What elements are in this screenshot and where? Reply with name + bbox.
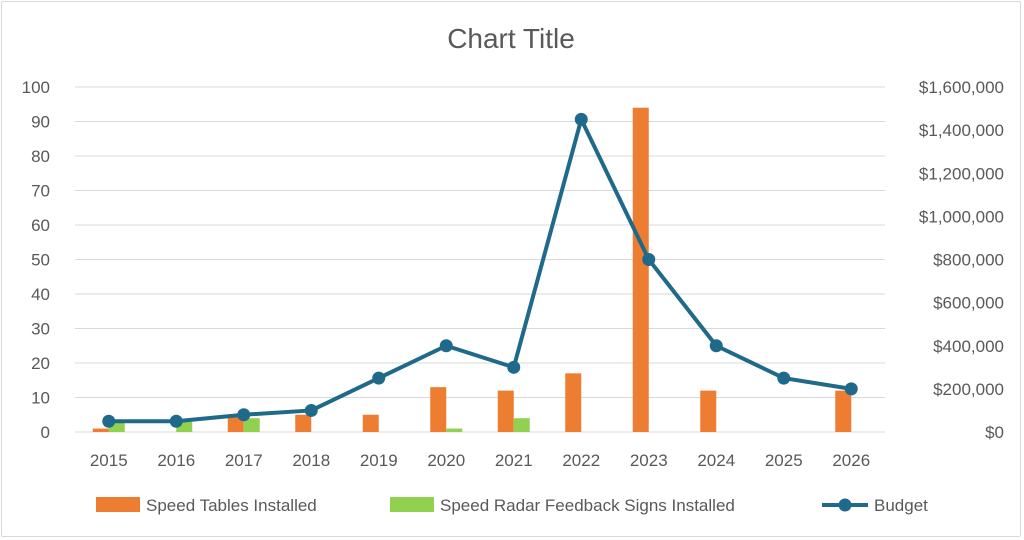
bar-0-2026	[835, 390, 852, 432]
y-left-tick-label: 90	[31, 113, 50, 132]
bar-1-2015	[108, 421, 125, 432]
y-left-tick-label: 20	[31, 354, 50, 373]
y-left-tick-label: 10	[31, 389, 50, 408]
budget-point-2019	[372, 371, 386, 385]
y-right-tick-label: $800,000	[933, 251, 1004, 270]
x-tick-label: 2024	[697, 451, 735, 470]
x-tick-label: 2017	[225, 451, 263, 470]
bar-1-2021	[513, 418, 530, 432]
x-tick-label: 2019	[360, 451, 398, 470]
y-left-tick-label: 30	[31, 320, 50, 339]
x-tick-label: 2018	[292, 451, 330, 470]
x-tick-label: 2020	[427, 451, 465, 470]
bar-0-2015	[92, 428, 109, 432]
bar-1-2020	[446, 428, 463, 432]
budget-point-2023	[642, 253, 656, 266]
legend-label-1: Speed Radar Feedback Signs Installed	[440, 496, 735, 515]
x-tick-label: 2023	[630, 451, 668, 470]
budget-point-2020	[439, 339, 453, 353]
bar-0-2022	[565, 373, 582, 432]
y-right-tick-label: $1,400,000	[919, 121, 1004, 140]
legend-label-0: Speed Tables Installed	[146, 496, 317, 515]
budget-point-2018	[304, 403, 318, 417]
bar-0-2023	[632, 107, 649, 432]
budget-point-2026	[844, 382, 858, 396]
legend-swatch-0	[96, 497, 140, 512]
x-tick-label: 2021	[495, 451, 533, 470]
chart-title: Chart Title	[447, 23, 575, 54]
budget-point-2015	[102, 414, 116, 428]
x-tick-label: 2016	[157, 451, 195, 470]
budget-point-2017	[237, 408, 251, 422]
legend-label-2: Budget	[874, 496, 928, 515]
y-left-tick-label: 100	[22, 78, 50, 97]
y-right-tick-label: $1,600,000	[919, 78, 1004, 97]
bar-0-2021	[497, 390, 514, 432]
budget-line-layer	[102, 112, 858, 428]
x-tick-label: 2025	[765, 451, 803, 470]
y-left-tick-label: 80	[31, 147, 50, 166]
y-right-tick-label: $0	[985, 423, 1004, 442]
bars	[92, 107, 852, 432]
budget-point-2025	[777, 371, 791, 385]
y-right-tick-label: $400,000	[933, 337, 1004, 356]
budget-point-2016	[169, 414, 183, 428]
legend-swatch-1	[390, 497, 434, 512]
bar-0-2020	[430, 387, 447, 432]
gridlines	[75, 86, 885, 433]
axis-labels: 0 10 20 30 40 50 60 70 80 90 100 $0 $200,000 $400,000…	[22, 78, 1004, 470]
budget-point-2022	[574, 112, 588, 126]
y-left-tick-label: 50	[31, 251, 50, 270]
bar-0-2019	[362, 414, 379, 432]
y-right-tick-label: $1,200,000	[919, 164, 1004, 183]
x-tick-label: 2022	[562, 451, 600, 470]
y-right-tick-label: $1,000,000	[919, 207, 1004, 226]
y-left-tick-label: 60	[31, 216, 50, 235]
bar-1-2016	[176, 421, 193, 432]
y-left-tick-label: 0	[41, 423, 50, 442]
y-left-tick-label: 70	[31, 182, 50, 201]
budget-line	[108, 117, 852, 424]
budget-point-2021	[507, 360, 521, 374]
legend: Speed Tables Installed Speed Radar Feedba…	[96, 496, 928, 515]
bar-1-2017	[243, 418, 260, 432]
bar-0-2024	[700, 390, 717, 432]
legend-swatch-marker	[838, 498, 852, 512]
bar-0-2018	[295, 414, 312, 432]
x-tick-label: 2015	[90, 451, 128, 470]
budget-point-2024	[709, 339, 723, 353]
y-left-tick-label: 40	[31, 285, 50, 304]
y-right-tick-label: $200,000	[933, 380, 1004, 399]
x-tick-label: 2026	[832, 451, 870, 470]
y-right-tick-label: $600,000	[933, 294, 1004, 313]
